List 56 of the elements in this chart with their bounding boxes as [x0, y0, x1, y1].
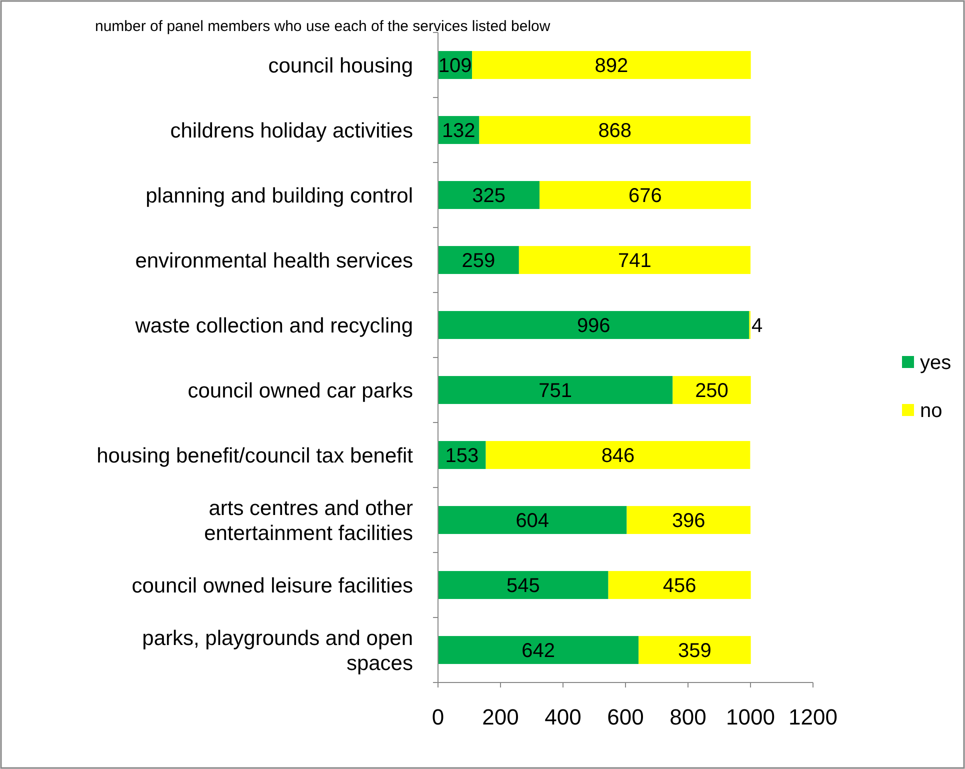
data-label: 4	[752, 315, 763, 337]
y-tick-label: housing benefit/council tax benefit	[96, 444, 414, 468]
data-label: 250	[695, 380, 728, 402]
data-label: 751	[538, 380, 572, 402]
bar	[438, 376, 673, 404]
data-label: 892	[594, 55, 628, 77]
x-tick-label: 400	[544, 704, 582, 730]
data-label: 109	[438, 55, 472, 77]
data-label: 456	[662, 575, 696, 597]
x-tick-label: 600	[607, 704, 644, 730]
legend-label: no	[920, 400, 942, 422]
bar	[518, 246, 750, 274]
data-label: 741	[618, 250, 652, 272]
data-label: 545	[506, 575, 540, 597]
y-tick-label: arts centres and other entertainment facilities	[204, 496, 414, 545]
y-tick-label: council owned leisure facilities	[132, 574, 413, 598]
y-tick-label: parks, playgrounds and open spaces	[142, 626, 413, 675]
x-tick-label: 200	[482, 704, 519, 730]
bar	[626, 506, 750, 534]
y-tick-label: childrens holiday activities	[170, 119, 413, 142]
data-label: 396	[672, 510, 706, 532]
x-tick-label: 1000	[726, 704, 775, 730]
data-label: 868	[598, 120, 632, 142]
bar	[672, 376, 751, 404]
x-tick-label: 0	[432, 704, 444, 730]
data-label: 359	[678, 640, 712, 662]
y-tick-label: council owned car parks	[188, 379, 413, 402]
data-label: 604	[516, 510, 550, 532]
bar	[479, 116, 750, 144]
bar	[438, 636, 639, 664]
data-label: 132	[442, 120, 476, 142]
y-tick-label: planning and building control	[146, 184, 413, 208]
bar	[438, 311, 750, 339]
x-tick-label: 1200	[788, 704, 838, 730]
data-label: 996	[576, 315, 610, 337]
data-label: 676	[628, 185, 662, 207]
bar	[472, 51, 751, 79]
bar	[486, 441, 750, 469]
data-label: 259	[462, 250, 496, 272]
legend-label: yes	[920, 352, 952, 374]
y-tick-label: council housing	[268, 54, 413, 78]
bar	[438, 181, 540, 209]
bar	[438, 246, 519, 274]
bar	[438, 506, 627, 534]
y-tick-label: environmental health services	[135, 249, 413, 272]
y-tick-label: waste collection and recycling	[134, 314, 413, 338]
data-label: 846	[601, 445, 635, 467]
data-label: 325	[472, 185, 506, 207]
bar	[638, 636, 751, 664]
bar	[438, 571, 608, 599]
chart-title: number of panel members who use each of the services listed below	[95, 18, 550, 35]
data-label: 153	[445, 445, 479, 467]
bar	[608, 571, 751, 599]
data-label: 642	[522, 640, 555, 662]
bar	[540, 181, 751, 209]
x-tick-label: 800	[670, 704, 706, 730]
